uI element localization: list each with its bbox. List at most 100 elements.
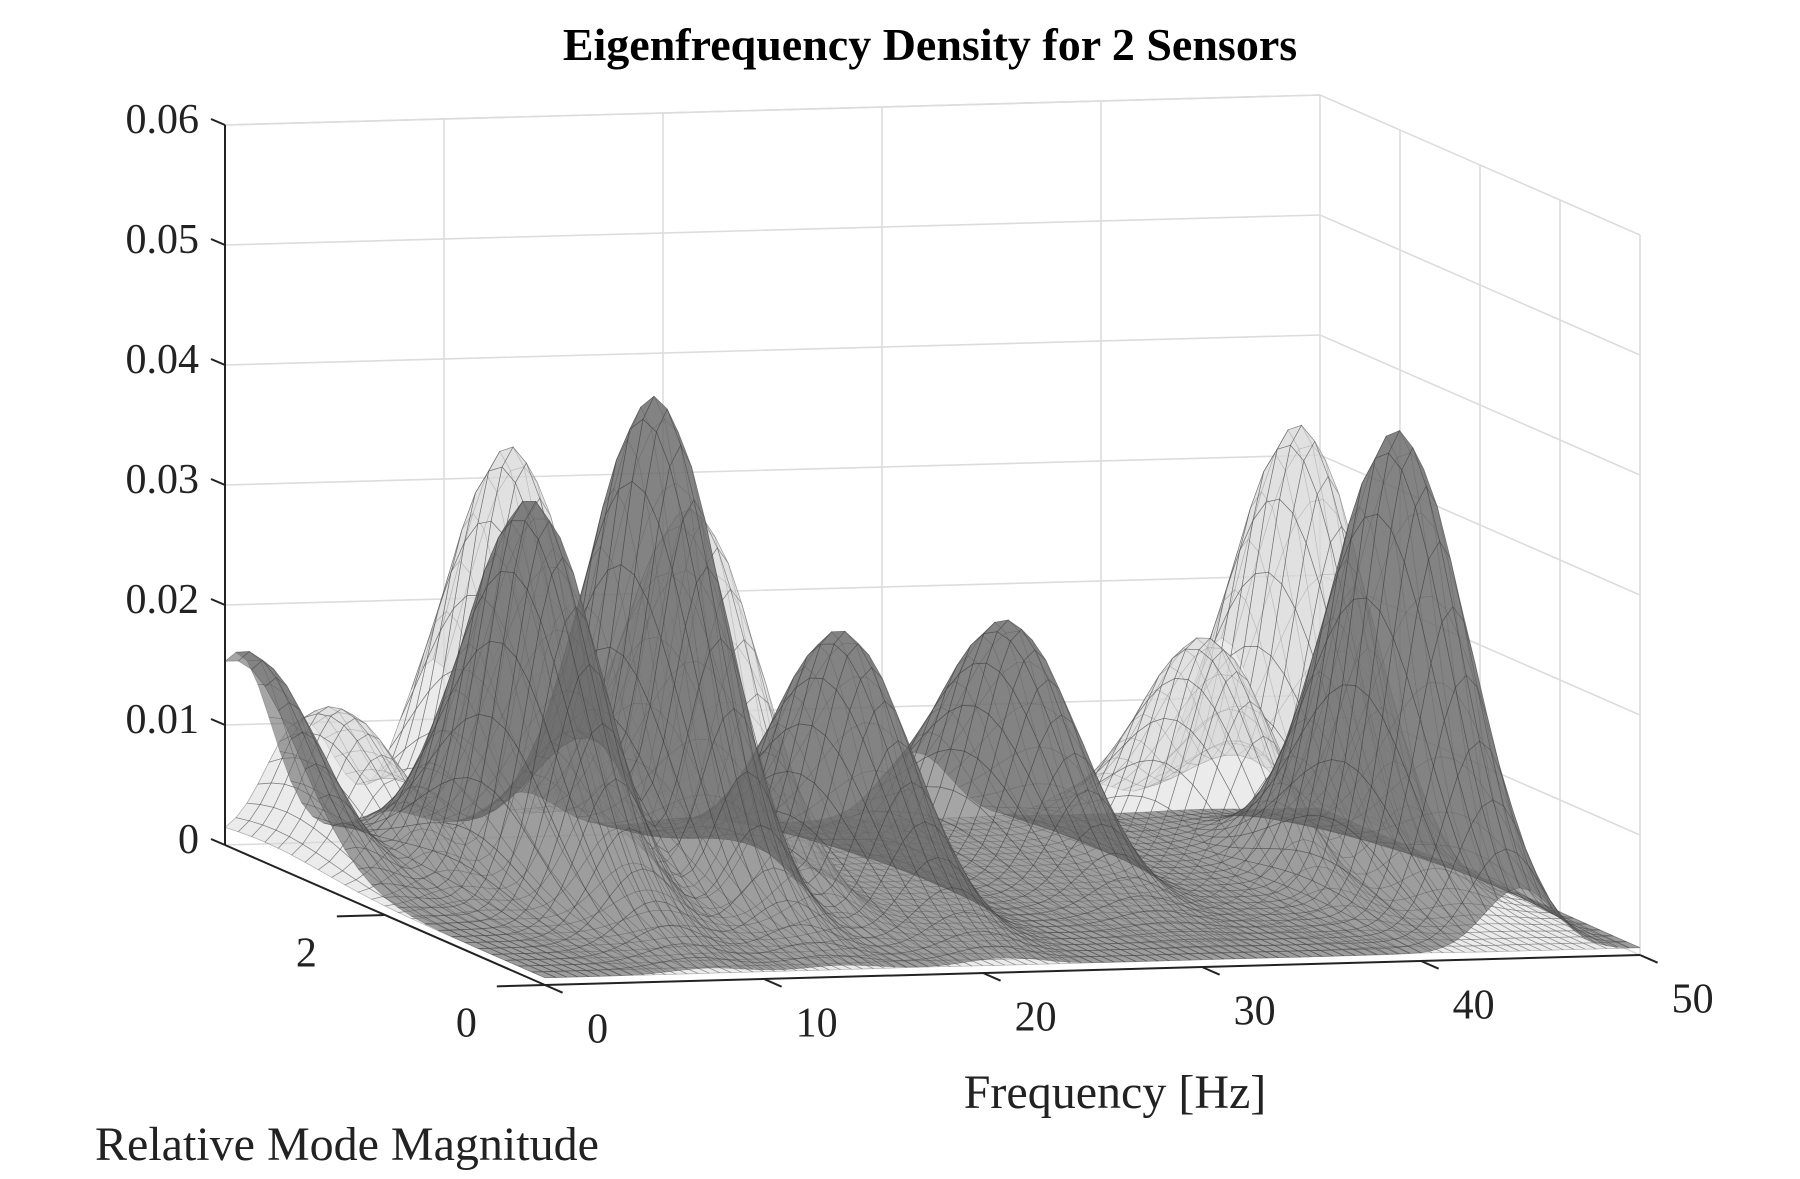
surface-patch xyxy=(778,925,804,946)
surface-patch xyxy=(500,520,526,573)
surface-patch xyxy=(501,898,527,921)
z-tick-label: 0.01 xyxy=(126,697,200,743)
surface-patch xyxy=(237,820,264,838)
surface-patch xyxy=(478,917,505,929)
surface-patch xyxy=(1184,884,1209,892)
surface-patch xyxy=(865,771,891,835)
surface-patch xyxy=(1185,906,1210,919)
surface-patch xyxy=(902,826,928,873)
surface-patch xyxy=(466,520,492,596)
surface-patch xyxy=(1507,915,1533,925)
surface-patch xyxy=(646,926,673,948)
surface-patch xyxy=(1216,938,1242,947)
surface-patch xyxy=(727,843,753,894)
surface-patch xyxy=(341,708,367,725)
surface-patch xyxy=(291,731,317,770)
surface-patch xyxy=(593,961,621,970)
surface-patch xyxy=(818,849,844,887)
surface-patch xyxy=(380,754,407,784)
surface-patch xyxy=(1273,944,1299,952)
surface-patch xyxy=(775,900,802,927)
grid-line xyxy=(224,214,1641,356)
surface-patch xyxy=(958,633,985,675)
surface-patch xyxy=(1223,649,1248,681)
surface-patch xyxy=(709,929,737,945)
surface-patch xyxy=(353,825,379,855)
surface-patch xyxy=(491,642,517,731)
x-tick-label: 40 xyxy=(1453,983,1495,1029)
surface-patch xyxy=(1240,945,1266,953)
surface-patch xyxy=(1463,621,1489,720)
surface-patch xyxy=(1247,932,1272,940)
surface-patch xyxy=(696,913,723,933)
surface-patch xyxy=(1495,944,1520,952)
surface-patch xyxy=(793,956,820,968)
surface-patch xyxy=(856,859,882,900)
y-tick-label: 2 xyxy=(296,930,317,976)
surface-patch xyxy=(512,877,538,911)
surface-plot xyxy=(224,395,1641,979)
surface-patch xyxy=(1123,925,1150,936)
surface-patch xyxy=(1177,838,1205,847)
surface-patch xyxy=(1134,850,1159,881)
surface-patch xyxy=(1034,925,1059,933)
surface-patch xyxy=(797,901,824,930)
surface-patch xyxy=(337,782,363,824)
surface-patch xyxy=(867,832,893,883)
surface-patch xyxy=(1188,952,1214,961)
surface-patch xyxy=(656,408,682,468)
surface-patch xyxy=(897,739,924,790)
surface-patch xyxy=(509,824,535,880)
surface-patch xyxy=(1129,895,1156,912)
surface-patch xyxy=(849,678,875,741)
grid-line xyxy=(224,334,1641,476)
surface-patch xyxy=(674,626,700,734)
surface-patch xyxy=(645,430,671,525)
surface-patch xyxy=(773,723,800,775)
surface-patch xyxy=(540,573,566,664)
x-tick xyxy=(1201,966,1221,976)
surface-patch xyxy=(1147,870,1173,896)
surface-patch xyxy=(996,619,1023,642)
surface-patch xyxy=(896,917,922,939)
surface-patch xyxy=(617,827,644,874)
surface-patch xyxy=(277,836,304,856)
surface-patch xyxy=(1105,878,1132,901)
surface-patch xyxy=(504,959,530,967)
chart-title: Eigenfrequency Density for 2 Sensors xyxy=(563,19,1297,70)
surface-patch xyxy=(364,832,390,861)
surface-patch xyxy=(1422,764,1448,848)
surface-patch xyxy=(462,935,488,943)
surface-patch xyxy=(1213,902,1238,910)
surface-patch xyxy=(328,794,355,826)
surface-patch xyxy=(1249,938,1275,946)
surface-patch xyxy=(1293,912,1321,920)
surface-patch xyxy=(375,842,401,867)
surface-patch xyxy=(784,870,810,909)
surface-patch xyxy=(529,965,554,973)
surface-patch xyxy=(1036,931,1062,939)
surface-patch xyxy=(1001,917,1026,931)
surface-patch xyxy=(564,606,590,678)
surface-patch xyxy=(502,571,528,659)
surface-patch xyxy=(681,869,707,900)
y-axis-label: Relative Mode Magnitude xyxy=(95,1118,599,1171)
surface-patch xyxy=(1527,943,1553,951)
surface-patch xyxy=(1513,903,1539,913)
surface-patch xyxy=(1076,789,1102,829)
surface-patch xyxy=(881,959,907,968)
surface-patch xyxy=(935,954,963,965)
surface-patch xyxy=(524,500,550,541)
surface-patch xyxy=(952,750,979,798)
surface-patch xyxy=(1085,943,1110,951)
surface-patch xyxy=(942,790,968,828)
surface-patch xyxy=(722,942,750,955)
surface-patch xyxy=(1593,938,1619,948)
surface-patch xyxy=(1156,841,1182,849)
surface-patch xyxy=(1473,945,1498,953)
surface-patch xyxy=(612,655,638,734)
x-axis-line xyxy=(544,954,1641,986)
surface-patch xyxy=(527,920,554,937)
surface-patch xyxy=(854,803,880,861)
